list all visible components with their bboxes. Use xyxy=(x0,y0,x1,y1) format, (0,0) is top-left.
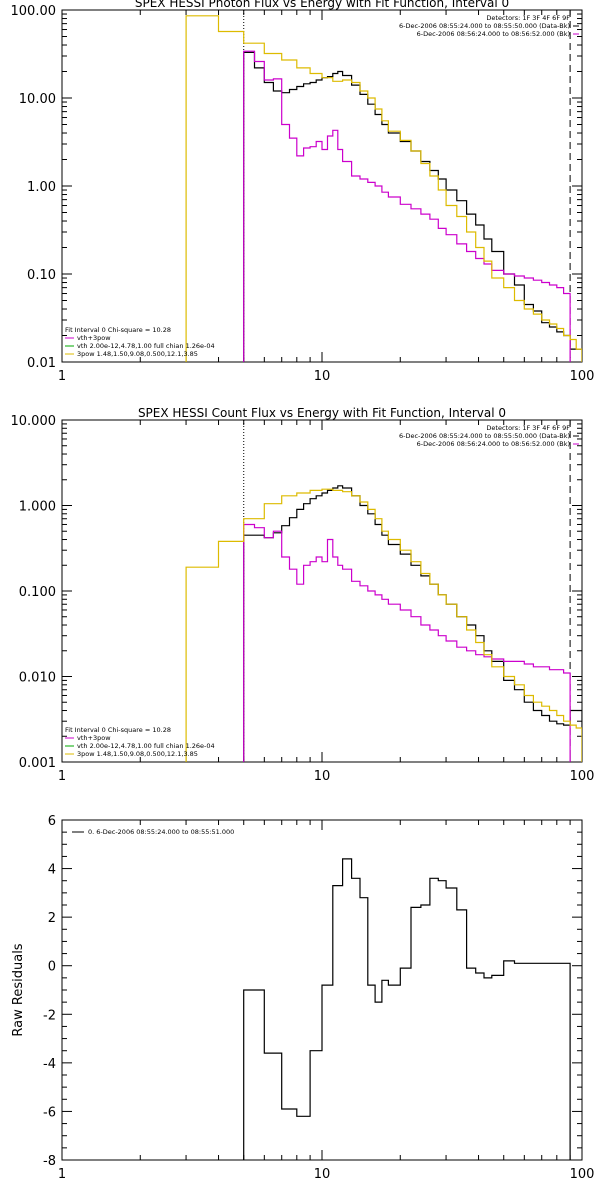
series-observed-line xyxy=(243,51,582,362)
legend-fit-line: 3pow 1.48,1.50,9.08,0.500,12.1,3.85 xyxy=(77,750,198,758)
series-observed-line xyxy=(243,485,582,762)
legend-fit-line: Fit Interval 0 Chi-square = 10.28 xyxy=(65,726,171,734)
series-total-line xyxy=(243,523,571,762)
legend-fit-line: vth 2.00e-12,4.78,1.00 full chian 1.26e-… xyxy=(77,342,215,350)
x-tick-label: 100 xyxy=(570,769,595,784)
y-tick-label: 100.00 xyxy=(11,4,57,19)
x-tick-label: 1 xyxy=(58,1167,66,1182)
chart-title: SPEX HESSI Photon Flux vs Energy with Fi… xyxy=(135,0,509,10)
y-axis-label: Raw Residuals xyxy=(11,943,26,1036)
legend-fit-line: vth+3pow xyxy=(77,734,111,742)
legend-fit-line: 3pow 1.48,1.50,9.08,0.500,12.1,3.85 xyxy=(77,350,198,358)
y-tick-label: 10.00 xyxy=(19,92,56,107)
legend-top-line: 0. 6-Dec-2006 08:55:24.000 to 08:55:51.0… xyxy=(88,828,234,836)
y-tick-label: 6 xyxy=(48,814,56,829)
y-tick-label: 0 xyxy=(48,960,56,975)
photon-flux-panel: SPEX HESSI Photon Flux vs Energy with Fi… xyxy=(11,0,595,384)
legend-top-line: 6-Dec-2006 08:56:24.000 to 08:56:52.000 … xyxy=(417,30,570,38)
y-tick-label: 2 xyxy=(48,911,56,926)
plot-frame xyxy=(61,9,583,363)
legend-top-line: Detectors: 1F 3F 4F 6F 9F xyxy=(486,14,570,22)
series-bpow-line xyxy=(185,15,582,362)
y-tick-label: -2 xyxy=(43,1008,56,1023)
legend-fit-line: Fit Interval 0 Chi-square = 10.28 xyxy=(65,326,171,334)
x-tick-label: 10 xyxy=(314,769,331,784)
x-tick-label: 10 xyxy=(314,1167,331,1182)
y-tick-label: 1.00 xyxy=(27,180,56,195)
y-tick-label: -6 xyxy=(43,1105,56,1120)
residuals-panel: 1 10 100 -8 -6 -4 -2 0 2 4 6 Raw Residuals 0. 6-Dec-… xyxy=(11,814,594,1182)
series-total-line xyxy=(243,50,571,362)
y-tick-label: 0.001 xyxy=(19,756,56,771)
legend-fit-line: vth 2.00e-12,4.78,1.00 full chian 1.26e-… xyxy=(77,742,215,750)
legend-top-line: 6-Dec-2006 08:56:24.000 to 08:56:52.000 … xyxy=(417,440,570,448)
count-flux-panel: SPEX HESSI Count Flux vs Energy with Fit… xyxy=(11,406,595,784)
y-tick-label: 0.100 xyxy=(19,585,56,600)
y-tick-label: 0.010 xyxy=(19,671,56,686)
y-tick-label: 1.000 xyxy=(19,500,56,515)
x-tick-label: 1 xyxy=(58,369,66,384)
y-tick-label: 4 xyxy=(48,863,56,878)
y-tick-label: 0.01 xyxy=(27,356,56,371)
x-tick-label: 100 xyxy=(570,369,595,384)
y-tick-label: 10.000 xyxy=(11,414,57,429)
y-tick-label: -8 xyxy=(43,1154,56,1169)
legend-fit-line: vth+3pow xyxy=(77,334,111,342)
y-tick-label: 0.10 xyxy=(27,268,56,283)
legend-top-line: 6-Dec-2006 08:55:24.000 to 08:55:50.000 … xyxy=(399,432,570,440)
legend-top-line: 6-Dec-2006 08:55:24.000 to 08:55:50.000 … xyxy=(399,22,570,30)
series-bpow-line xyxy=(185,488,582,762)
chart-title: SPEX HESSI Count Flux vs Energy with Fit… xyxy=(138,406,506,420)
x-tick-label: 100 xyxy=(570,1167,595,1182)
x-tick-label: 1 xyxy=(58,769,66,784)
y-tick-label: -4 xyxy=(43,1057,56,1072)
series-observed-line xyxy=(243,858,571,1160)
plot-frame xyxy=(61,419,583,763)
legend-top-line: Detectors: 1F 3F 4F 6F 9F xyxy=(486,424,570,432)
x-tick-label: 10 xyxy=(314,369,331,384)
